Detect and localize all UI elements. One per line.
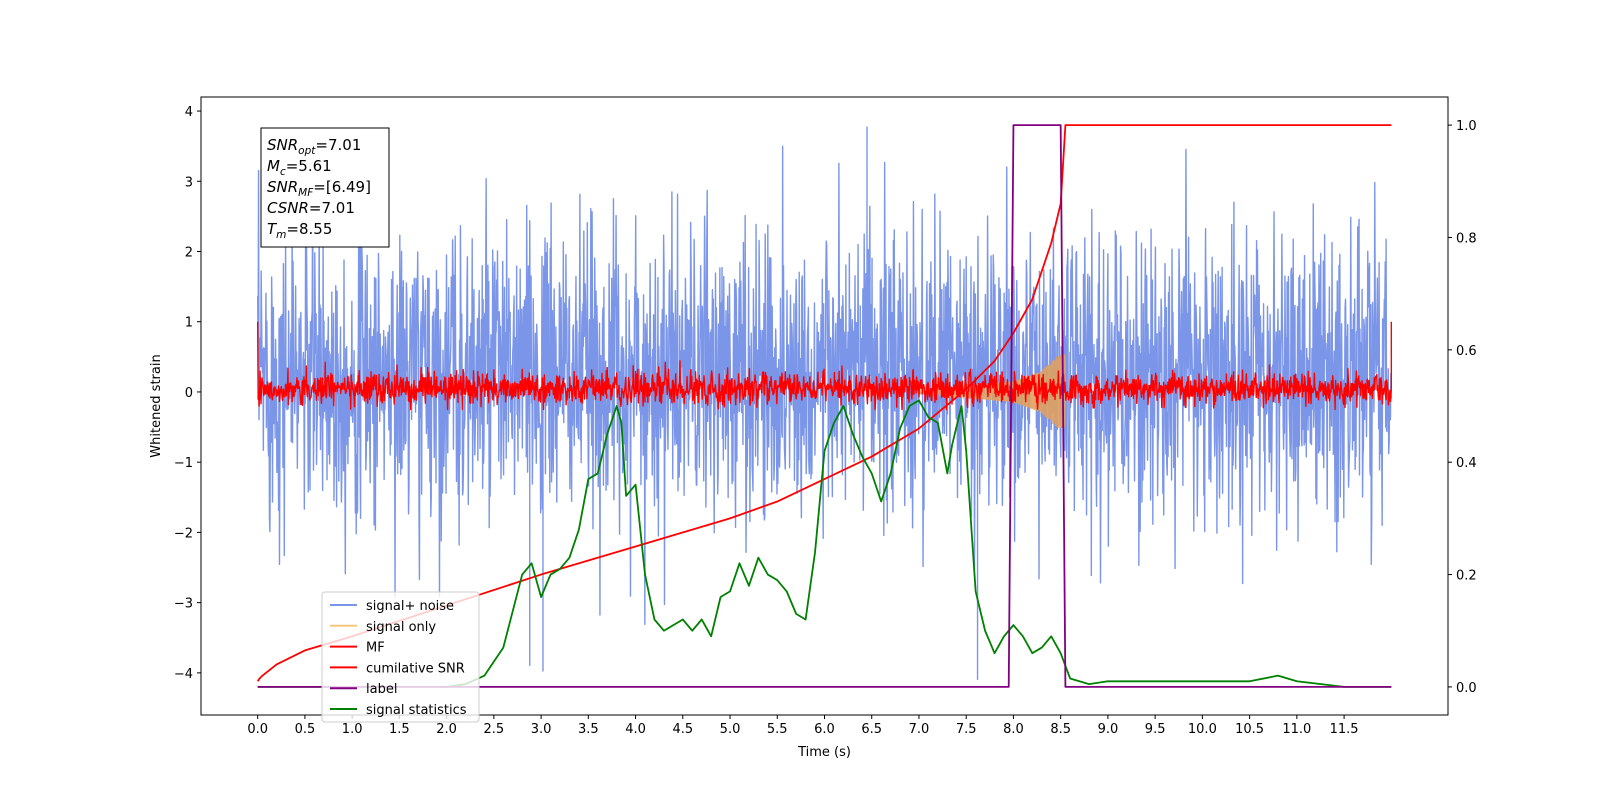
y2-tick-label: 0.2 — [1456, 569, 1477, 584]
x-tick-label: 4.5 — [672, 722, 693, 737]
annotation-line: SNRMF=[6.49] — [267, 178, 371, 199]
x-tick-label: 6.5 — [861, 722, 882, 737]
legend-label: signal statistics — [366, 703, 467, 718]
y-tick-label: 3 — [185, 175, 193, 190]
y2-tick-label: 1.0 — [1456, 119, 1477, 134]
y2-tick-label: 0.8 — [1456, 231, 1477, 246]
x-tick-label: 5.5 — [767, 722, 788, 737]
legend-frame — [321, 591, 480, 723]
x-axis: 0.0 0.5 1.0 1.5 2.0 2.5 3.0 3.5 4.0 4.5 5.0 5.5 6.0 6… — [247, 715, 1359, 737]
y-axis-right: 0.0 0.2 0.4 0.6 0.8 1.0 — [1448, 119, 1477, 696]
series-label — [257, 124, 1392, 688]
x-tick-label: 3.5 — [578, 722, 599, 737]
x-tick-label: 11.5 — [1330, 722, 1359, 737]
series-cumulative-snr — [256, 124, 1392, 682]
plot-area — [256, 124, 1393, 688]
annotation-frame — [260, 127, 390, 248]
y-tick-label: 0 — [185, 386, 193, 401]
x-tick-label: 6.0 — [814, 722, 835, 737]
x-axis-label: Time (s) — [797, 745, 851, 760]
annotation-line: SNRopt=7.01 — [267, 136, 361, 157]
x-tick-label: 11.0 — [1282, 722, 1311, 737]
x-tick-label: 2.0 — [436, 722, 457, 737]
x-tick-label: 10.0 — [1188, 722, 1217, 737]
x-tick-label: 4.0 — [625, 722, 646, 737]
legend-label: signal+ noise — [366, 599, 454, 614]
annotation-line: Tm=8.55 — [267, 220, 332, 241]
x-tick-label: 8.5 — [1050, 722, 1071, 737]
annotation-line: Mc=5.61 — [267, 157, 332, 178]
series-signal-noise — [256, 126, 1393, 680]
x-tick-label: 0.0 — [247, 722, 268, 737]
x-tick-label: 3.0 — [531, 722, 552, 737]
x-tick-label: 5.0 — [720, 722, 741, 737]
x-tick-label: 9.0 — [1098, 722, 1119, 737]
x-tick-label: 0.5 — [295, 722, 316, 737]
x-tick-label: 10.5 — [1235, 722, 1264, 737]
legend-label: label — [366, 682, 397, 697]
y-tick-label: −3 — [174, 597, 193, 612]
x-tick-label: 7.0 — [909, 722, 930, 737]
x-tick-label: 1.0 — [342, 722, 363, 737]
x-tick-label: 7.5 — [956, 722, 977, 737]
annotation-line: CSNR=7.01 — [267, 199, 355, 217]
legend: signal+ noise signal only MF cumilative SNR… — [321, 591, 480, 723]
y-tick-label: 4 — [185, 105, 193, 120]
y-tick-label: 2 — [185, 246, 193, 261]
legend-label: signal only — [366, 620, 436, 635]
y2-tick-label: 0.0 — [1456, 681, 1477, 696]
legend-label: MF — [366, 641, 385, 656]
y2-tick-label: 0.4 — [1456, 456, 1477, 471]
series-signal-statistics — [257, 399, 1392, 688]
x-tick-label: 1.5 — [389, 722, 410, 737]
legend-label: cumilative SNR — [366, 661, 465, 676]
y-axis-label: Whitened strain — [149, 354, 164, 457]
y-tick-label: −2 — [174, 526, 193, 541]
y2-tick-label: 0.6 — [1456, 344, 1477, 359]
series-mf — [256, 321, 1393, 411]
y-axis-left: −4 −3 −2 −1 0 1 2 3 4 — [174, 105, 201, 682]
y-tick-label: −4 — [174, 667, 193, 682]
x-tick-label: 2.5 — [484, 722, 505, 737]
y-tick-label: 1 — [185, 316, 193, 331]
x-tick-label: 9.5 — [1145, 722, 1166, 737]
y-tick-label: −1 — [174, 456, 193, 471]
x-tick-label: 8.0 — [1003, 722, 1024, 737]
